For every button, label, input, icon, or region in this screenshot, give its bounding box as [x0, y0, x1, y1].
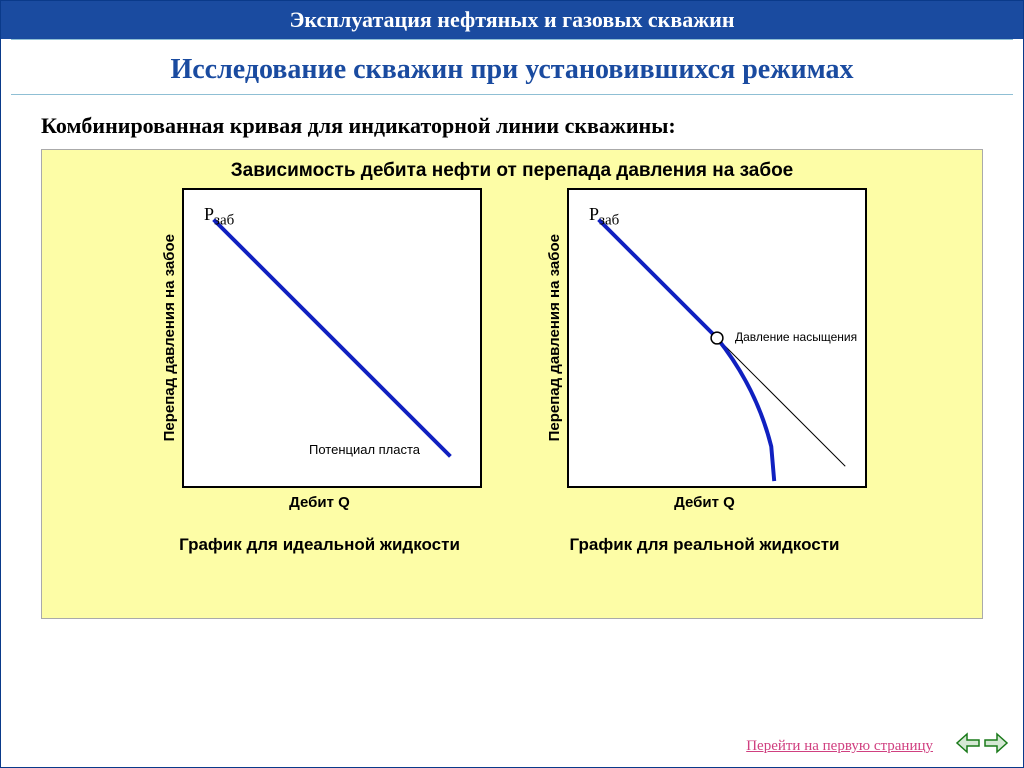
section-subtitle: Комбинированная кривая для индикаторной …: [1, 95, 1023, 149]
right-dashed-extension: [717, 338, 845, 466]
left-caption: График для идеальной жидкости: [179, 517, 460, 555]
right-plot: Pзаб Давление насыщения: [567, 188, 867, 488]
left-ylabel: Перепад давления на забое: [157, 234, 182, 441]
figure-panel: Зависимость дебита нефти от перепада дав…: [41, 149, 983, 619]
right-chart-block: Перепад давления на забое Pзаб Давление …: [542, 188, 867, 555]
left-note: Потенциал пласта: [309, 442, 420, 457]
charts-row: Перепад давления на забое Pзаб Потенциал…: [42, 188, 982, 555]
right-caption: График для реальной жидкости: [570, 517, 840, 555]
slide-page: Эксплуатация нефтяных и газовых скважин …: [0, 0, 1024, 768]
saturation-marker: [711, 332, 723, 344]
left-curve: [214, 220, 451, 457]
header-banner: Эксплуатация нефтяных и газовых скважин: [1, 1, 1023, 39]
right-annotation: Давление насыщения: [735, 330, 857, 344]
right-xlabel: Дебит Q: [674, 488, 735, 517]
figure-title: Зависимость дебита нефти от перепада дав…: [42, 150, 982, 188]
right-curve: [717, 338, 774, 481]
prev-arrow-icon[interactable]: [955, 732, 981, 759]
left-corner-label: Pзаб: [204, 204, 234, 230]
right-ylabel: Перепад давления на забое: [542, 234, 567, 441]
right-corner-label: Pзаб: [589, 204, 619, 230]
left-plot: Pзаб Потенциал пласта: [182, 188, 482, 488]
left-chart-block: Перепад давления на забое Pзаб Потенциал…: [157, 188, 482, 555]
page-title: Исследование скважин при установившихся …: [1, 40, 1023, 94]
left-xlabel: Дебит Q: [289, 488, 350, 517]
right-linear-segment: [599, 220, 717, 338]
nav-arrows: [955, 732, 1009, 759]
first-page-link[interactable]: Перейти на первую страницу: [746, 738, 933, 755]
next-arrow-icon[interactable]: [983, 732, 1009, 759]
